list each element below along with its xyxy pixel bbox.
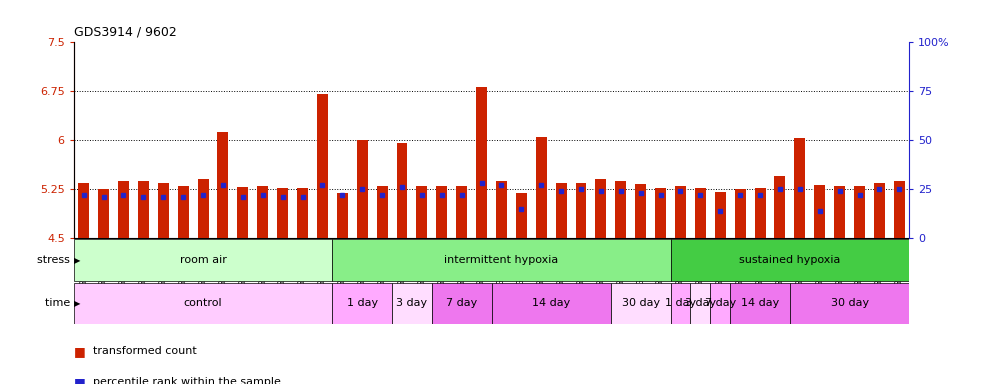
Bar — [635, 184, 646, 238]
Text: 7 day: 7 day — [705, 298, 736, 308]
Bar — [536, 137, 547, 238]
Bar — [576, 183, 587, 238]
Bar — [894, 180, 904, 238]
Text: 1 day: 1 day — [347, 298, 377, 308]
Bar — [417, 186, 428, 238]
Bar — [596, 179, 607, 238]
Bar — [158, 183, 169, 238]
Bar — [675, 186, 686, 238]
Text: ■: ■ — [74, 376, 86, 384]
Bar — [436, 186, 447, 238]
Bar — [794, 137, 805, 238]
Bar — [337, 193, 348, 238]
FancyBboxPatch shape — [730, 283, 790, 324]
Text: ■: ■ — [74, 345, 86, 358]
Bar — [615, 180, 626, 238]
Bar — [297, 188, 308, 238]
Bar — [118, 181, 129, 238]
Text: 3 day: 3 day — [685, 298, 716, 308]
FancyBboxPatch shape — [332, 283, 392, 324]
Bar — [496, 181, 507, 238]
Bar — [396, 144, 407, 238]
Text: 14 day: 14 day — [741, 298, 780, 308]
Text: time: time — [45, 298, 74, 308]
Text: sustained hypoxia: sustained hypoxia — [739, 255, 840, 265]
FancyBboxPatch shape — [432, 283, 492, 324]
Bar — [357, 140, 368, 238]
Text: room air: room air — [180, 255, 226, 265]
FancyBboxPatch shape — [610, 283, 670, 324]
Bar — [98, 189, 109, 238]
Text: 30 day: 30 day — [621, 298, 660, 308]
Text: 3 day: 3 day — [396, 298, 428, 308]
Bar — [476, 87, 487, 238]
Text: GDS3914 / 9602: GDS3914 / 9602 — [74, 25, 177, 38]
Text: ▶: ▶ — [74, 256, 81, 265]
Bar — [775, 176, 785, 238]
Text: control: control — [184, 298, 222, 308]
Bar — [715, 192, 725, 238]
FancyBboxPatch shape — [690, 283, 711, 324]
Bar — [655, 188, 666, 238]
FancyBboxPatch shape — [711, 283, 730, 324]
FancyBboxPatch shape — [332, 239, 670, 281]
Bar — [456, 186, 467, 238]
Text: intermittent hypoxia: intermittent hypoxia — [444, 255, 558, 265]
Bar — [874, 183, 885, 238]
Bar — [217, 132, 228, 238]
Bar — [555, 183, 566, 238]
FancyBboxPatch shape — [670, 239, 909, 281]
Text: 30 day: 30 day — [831, 298, 869, 308]
Bar — [277, 188, 288, 238]
FancyBboxPatch shape — [392, 283, 432, 324]
Bar — [258, 186, 268, 238]
Bar — [814, 185, 825, 238]
FancyBboxPatch shape — [74, 283, 332, 324]
Text: stress: stress — [37, 255, 74, 265]
Text: 14 day: 14 day — [532, 298, 570, 308]
Text: 1 day: 1 day — [665, 298, 696, 308]
FancyBboxPatch shape — [492, 283, 610, 324]
Bar — [755, 189, 766, 238]
Text: percentile rank within the sample: percentile rank within the sample — [93, 377, 281, 384]
Bar — [734, 189, 746, 238]
Text: 7 day: 7 day — [446, 298, 478, 308]
Bar — [198, 179, 208, 238]
Bar — [317, 94, 328, 238]
Text: transformed count: transformed count — [93, 346, 198, 356]
Text: ▶: ▶ — [74, 299, 81, 308]
FancyBboxPatch shape — [670, 283, 690, 324]
Bar — [695, 188, 706, 238]
Bar — [376, 186, 387, 238]
Bar — [79, 183, 89, 238]
Bar — [178, 186, 189, 238]
FancyBboxPatch shape — [790, 283, 909, 324]
Bar — [854, 186, 865, 238]
Bar — [835, 186, 845, 238]
Bar — [138, 181, 148, 238]
FancyBboxPatch shape — [74, 239, 332, 281]
Bar — [237, 187, 249, 238]
Bar — [516, 193, 527, 238]
